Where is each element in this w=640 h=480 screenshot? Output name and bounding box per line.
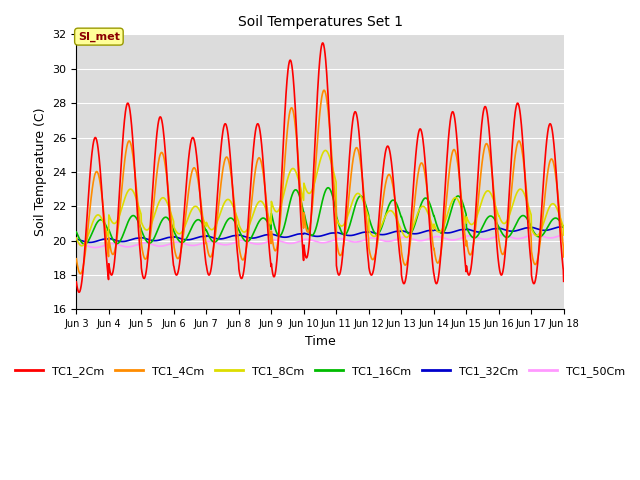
Title: Soil Temperatures Set 1: Soil Temperatures Set 1 (237, 15, 403, 29)
Y-axis label: Soil Temperature (C): Soil Temperature (C) (34, 108, 47, 236)
Text: SI_met: SI_met (78, 32, 120, 42)
X-axis label: Time: Time (305, 335, 335, 348)
Legend: TC1_2Cm, TC1_4Cm, TC1_8Cm, TC1_16Cm, TC1_32Cm, TC1_50Cm: TC1_2Cm, TC1_4Cm, TC1_8Cm, TC1_16Cm, TC1… (11, 361, 629, 381)
